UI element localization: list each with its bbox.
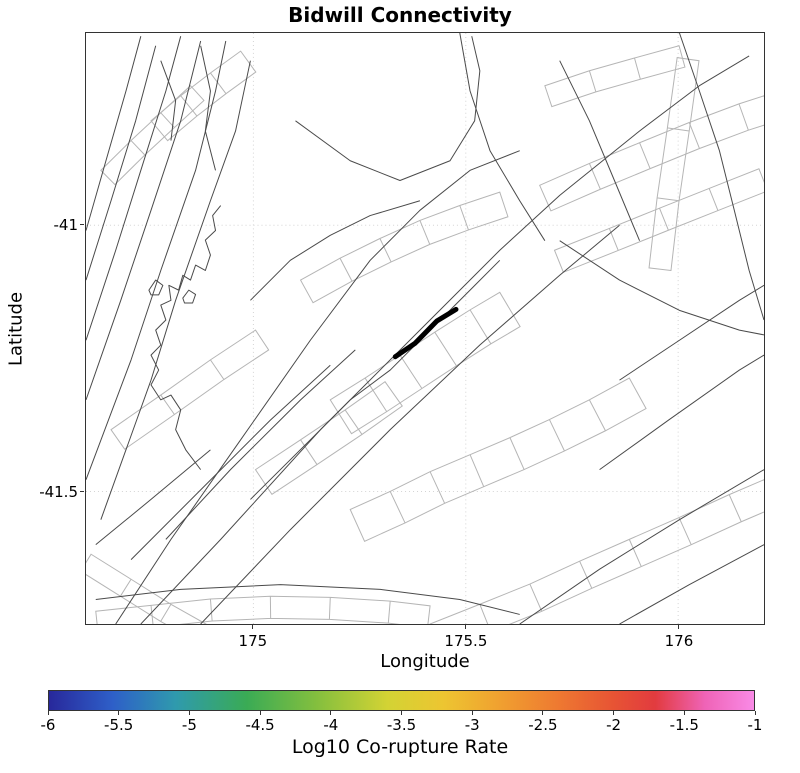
fault-map (86, 33, 764, 624)
colorbar-tick-mark (613, 711, 615, 715)
fault-band (539, 95, 764, 212)
fault-trace (619, 544, 764, 624)
fault-trace (95, 584, 520, 615)
colorbar-tick-mark (259, 711, 261, 715)
fault-band (95, 595, 431, 624)
fault-trace (86, 40, 227, 480)
colorbar-tick-label: -4.5 (245, 716, 275, 734)
fault-trace (86, 36, 142, 231)
fault-band (254, 381, 403, 496)
colorbar-tick-label: -4 (323, 716, 339, 734)
fault-trace (559, 240, 764, 336)
fault-trace (100, 60, 251, 520)
x-tick-label: 176 (664, 632, 694, 650)
highlighted-fault (392, 306, 459, 360)
fault-trace (115, 150, 520, 624)
x-tick-mark (465, 625, 467, 629)
fault-trace (86, 45, 157, 281)
fault-trace (295, 36, 481, 181)
y-tick-mark (80, 491, 84, 493)
x-axis-label: Longitude (380, 651, 470, 672)
y-tick-mark (80, 224, 84, 226)
colorbar-label: Log10 Co-rupture Rate (291, 736, 509, 758)
fault-band (150, 50, 257, 142)
colorbar-tick-label: -6 (40, 716, 56, 734)
colorbar-tick-mark (401, 711, 402, 715)
x-tick-mark (252, 625, 254, 629)
y-axis-label: Latitude (5, 291, 27, 367)
fault-trace (678, 33, 764, 321)
fault-band (100, 85, 205, 186)
fault-trace (182, 289, 197, 304)
colorbar-tick-mark (683, 711, 685, 715)
colorbar-tick-label: -1 (747, 716, 763, 734)
fault-trace (150, 205, 222, 470)
colorbar-tick-mark (188, 711, 190, 715)
fault-band (648, 57, 700, 272)
colorbar-tick-mark (471, 711, 473, 715)
chart-title: Bidwill Connectivity (288, 3, 512, 27)
fault-trace (148, 279, 164, 296)
colorbar-tick-label: -2.5 (528, 716, 558, 734)
colorbar-tick-mark (47, 711, 49, 715)
colorbar-tick-label: -5.5 (104, 716, 134, 734)
colorbar (48, 690, 755, 711)
fault-trace (250, 200, 421, 301)
colorbar-tick-label: -1.5 (669, 716, 699, 734)
colorbar-tick-mark (754, 711, 756, 715)
colorbar-tick-label: -2 (606, 716, 622, 734)
fault-trace (599, 354, 764, 471)
x-tick-mark (678, 625, 680, 629)
fault-trace (165, 349, 356, 540)
fault-trace (140, 55, 750, 624)
y-tick-label: -41.5 (39, 482, 78, 501)
fault-band (553, 168, 764, 273)
colorbar-tick-mark (118, 711, 120, 715)
fault-trace (459, 33, 546, 241)
fault-band (110, 329, 270, 450)
colorbar-tick-label: -5 (181, 716, 197, 734)
fault-trace (250, 259, 501, 500)
fault-trace (86, 40, 202, 401)
fault-band (329, 291, 521, 435)
y-tick-label: -41 (53, 215, 79, 234)
fault-trace (95, 449, 211, 546)
colorbar-tick-label: -3 (464, 716, 480, 734)
fault-trace (619, 284, 764, 381)
fault-trace (160, 60, 177, 141)
colorbar-tick-mark (330, 711, 332, 715)
fault-trace (200, 224, 620, 624)
fault-band (86, 553, 207, 624)
fault-band (544, 45, 686, 108)
map-plot-area (85, 32, 765, 625)
fault-band (429, 479, 764, 624)
fault-band (349, 377, 647, 542)
x-tick-label: 175 (238, 632, 268, 650)
fault-trace (200, 45, 217, 171)
fault-trace (519, 469, 764, 624)
colorbar-tick-mark (542, 711, 544, 715)
fault-band (299, 191, 509, 304)
fault-trace (559, 60, 641, 241)
colorbar-tick-label: -3.5 (386, 716, 417, 734)
x-tick-label: 175.5 (444, 632, 488, 650)
fault-trace (86, 36, 182, 341)
fault-trace (130, 364, 331, 560)
